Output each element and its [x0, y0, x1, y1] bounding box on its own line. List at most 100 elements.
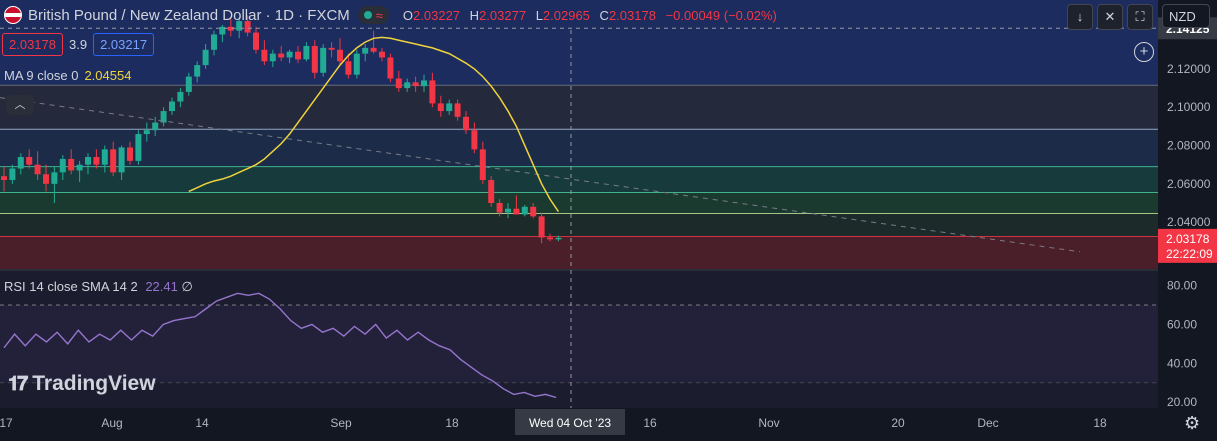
rsi-tick-label: 80.00 [1167, 279, 1197, 293]
expand-icon[interactable]: ✕ [1097, 4, 1123, 30]
price-zone [0, 85, 1158, 130]
rsi-value: 22.41 [145, 279, 178, 294]
candle-body [76, 164, 83, 171]
x-tick-label: Aug [101, 416, 122, 430]
down-arrow-icon[interactable]: ↓ [1067, 4, 1093, 30]
rsi-legend[interactable]: RSI 14 close SMA 14 2 22.41 ∅ [4, 279, 193, 295]
rsi-band [0, 304, 1158, 383]
candle-body [429, 80, 436, 104]
price-zone [0, 192, 1158, 214]
x-tick-label: 16 [643, 416, 657, 430]
low-label: L [535, 7, 543, 23]
chevron-up-icon: ︿ [14, 99, 26, 111]
ohlc-values: O2.03227 H2.03277 L2.02965 C2.03178 −0.0… [397, 8, 777, 23]
ma-legend[interactable]: MA 9 close 0 2.04554 [4, 68, 131, 83]
candle-body [143, 130, 150, 135]
candle-body [185, 76, 192, 92]
rsi-extra: ∅ [181, 279, 193, 294]
currency-value: NZD [1169, 9, 1196, 24]
candle-body [328, 47, 335, 50]
candle-body [110, 149, 117, 173]
candle-body [320, 47, 327, 73]
buy-button[interactable]: 2.03217 [93, 33, 155, 56]
candle-body [261, 49, 268, 62]
x-tick-label: 17 [0, 416, 13, 430]
candle-body [547, 237, 553, 240]
candle-body [43, 174, 49, 184]
ma-label: MA 9 close 0 [4, 68, 79, 83]
y-tick-label: 2.08000 [1167, 139, 1211, 153]
candles [0, 15, 1081, 253]
tradingview-logo[interactable]: 𝟏𝟕 TradingView [8, 372, 156, 396]
candle-body [51, 172, 58, 184]
plus-icon[interactable]: + [1134, 42, 1154, 62]
low-value: 2.02965 [542, 7, 590, 23]
wave-icon: ≈ [375, 7, 383, 23]
candle-body [1, 176, 7, 180]
ma-line [188, 36, 560, 213]
logo-text: TradingView [32, 372, 156, 395]
candle-body [85, 157, 91, 165]
candle-body [219, 26, 226, 35]
symbol-title[interactable]: British Pound / New Zealand Dollar · 1D … [28, 6, 350, 24]
open-value: 2.03227 [413, 7, 461, 23]
candle-body [303, 45, 310, 60]
candle-body [17, 157, 24, 169]
candle-body [127, 147, 133, 161]
candle-body [295, 51, 301, 60]
candle-body [505, 208, 511, 213]
candle-body [93, 157, 100, 165]
candle-body [269, 53, 276, 62]
candle-body [362, 47, 369, 54]
x-tick-label: Dec [977, 416, 998, 430]
candle-body [278, 53, 285, 58]
ma-series-line [188, 36, 560, 213]
candle-body [530, 206, 537, 217]
candle-body [345, 61, 352, 75]
candle-body [177, 91, 184, 102]
sell-button[interactable]: 2.03178 [2, 33, 63, 56]
x-tick-label: 14 [195, 416, 209, 430]
candle-body [135, 134, 142, 161]
fullscreen-icon[interactable]: ⛶ [1127, 4, 1153, 30]
candle-body [59, 158, 66, 173]
x-tick-label: Sep [330, 416, 352, 430]
candle-body [538, 216, 545, 238]
change-value: −0.00049 (−0.02%) [665, 7, 777, 23]
rsi-pane [3, 292, 557, 399]
axes: 2.040002.060002.080002.100002.120002.141… [0, 17, 1217, 435]
x-tick-label: 18 [1093, 416, 1107, 430]
candle-body [496, 202, 503, 213]
market-status[interactable]: ≈ [357, 6, 389, 24]
last-price-box [1158, 228, 1217, 263]
price-scale [1158, 0, 1217, 441]
candle-body [169, 101, 175, 112]
candle-body [202, 49, 209, 66]
candle-body [211, 34, 217, 50]
candle-body [463, 116, 469, 131]
candle-body [521, 206, 528, 215]
candle-body [311, 45, 318, 73]
crosshair-date-box [515, 409, 625, 435]
currency-select[interactable]: NZD [1162, 4, 1210, 28]
candle-body [555, 237, 562, 240]
x-tick-label: 20 [891, 416, 905, 430]
close-value: 2.03178 [608, 7, 656, 23]
candle-body [404, 82, 411, 89]
candle-body [244, 21, 251, 33]
candle-body [227, 26, 234, 31]
countdown-label: 22:22:09 [1166, 247, 1213, 261]
gear-icon[interactable]: ⚙ [1184, 413, 1201, 433]
ma-value: 2.04554 [84, 68, 132, 83]
candle-body [437, 103, 444, 112]
collapse-legend-button[interactable]: ︿ [6, 95, 34, 115]
candle-body [253, 32, 259, 50]
candle-body [421, 80, 427, 87]
rsi-tick-label: 60.00 [1167, 317, 1197, 331]
high-label: H [469, 7, 480, 23]
candle-body [194, 65, 201, 77]
candle-body [471, 130, 478, 150]
candle-body [395, 78, 402, 89]
candle-body [454, 103, 461, 117]
